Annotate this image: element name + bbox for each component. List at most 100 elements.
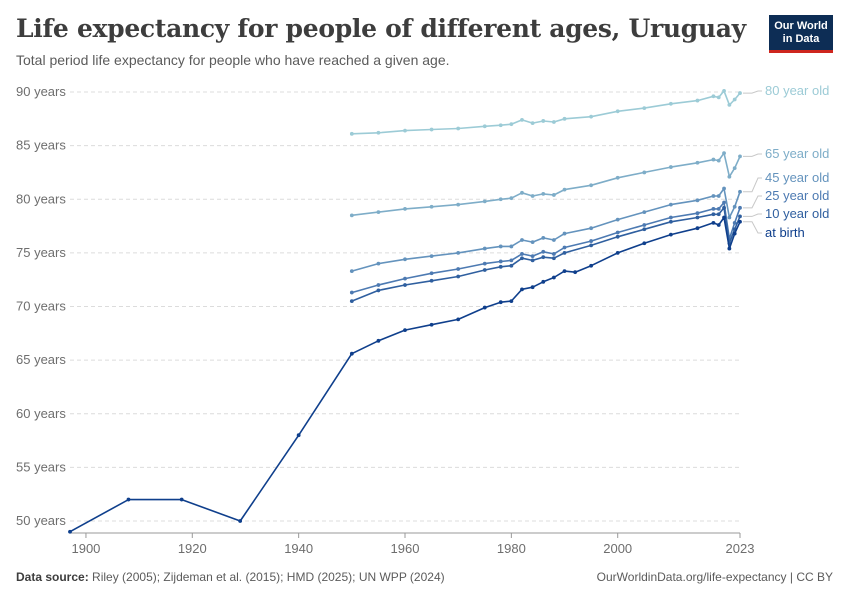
data-point[interactable] bbox=[562, 187, 567, 192]
data-point[interactable] bbox=[520, 117, 524, 122]
data-point[interactable] bbox=[695, 211, 700, 216]
source-url-link[interactable]: OurWorldinData.org/life-expectancy | CC … bbox=[596, 570, 833, 584]
data-point[interactable] bbox=[551, 252, 556, 256]
data-point[interactable] bbox=[498, 123, 503, 128]
data-point[interactable] bbox=[716, 223, 721, 227]
data-point[interactable] bbox=[642, 227, 647, 232]
data-point[interactable] bbox=[562, 116, 567, 121]
data-point[interactable] bbox=[615, 250, 620, 255]
data-point[interactable] bbox=[238, 519, 243, 523]
data-point[interactable] bbox=[727, 215, 732, 220]
data-point[interactable] bbox=[349, 269, 354, 274]
data-point[interactable] bbox=[541, 191, 546, 196]
data-point[interactable] bbox=[349, 213, 354, 218]
data-point[interactable] bbox=[722, 89, 726, 93]
data-point[interactable] bbox=[68, 529, 72, 534]
data-point[interactable] bbox=[642, 210, 647, 215]
data-point[interactable] bbox=[738, 219, 742, 224]
data-point[interactable] bbox=[376, 283, 381, 287]
data-point[interactable] bbox=[541, 279, 546, 284]
data-point[interactable] bbox=[668, 101, 673, 106]
data-point[interactable] bbox=[296, 433, 301, 438]
data-point[interactable] bbox=[403, 207, 407, 211]
data-point[interactable] bbox=[615, 234, 620, 239]
data-point[interactable] bbox=[551, 275, 556, 280]
data-point[interactable] bbox=[482, 305, 487, 310]
data-point[interactable] bbox=[551, 256, 556, 261]
data-point[interactable] bbox=[716, 207, 721, 211]
data-point[interactable] bbox=[509, 196, 514, 201]
data-point[interactable] bbox=[615, 109, 620, 114]
data-point[interactable] bbox=[429, 127, 434, 132]
series-line[interactable] bbox=[351, 201, 741, 294]
data-point[interactable] bbox=[711, 157, 716, 162]
series-line[interactable] bbox=[351, 187, 741, 272]
series-label[interactable]: at birth bbox=[765, 225, 805, 240]
data-point[interactable] bbox=[668, 232, 673, 237]
data-point[interactable] bbox=[520, 238, 524, 242]
data-point[interactable] bbox=[711, 212, 716, 217]
data-point[interactable] bbox=[727, 102, 732, 107]
series-label[interactable]: 10 year old bbox=[765, 206, 829, 221]
data-point[interactable] bbox=[551, 193, 556, 197]
data-point[interactable] bbox=[376, 288, 381, 293]
data-point[interactable] bbox=[429, 322, 434, 327]
data-point[interactable] bbox=[589, 114, 594, 119]
data-point[interactable] bbox=[738, 189, 742, 194]
data-point[interactable] bbox=[711, 220, 716, 225]
data-point[interactable] bbox=[456, 202, 461, 207]
data-point[interactable] bbox=[589, 239, 594, 243]
data-point[interactable] bbox=[520, 190, 524, 195]
data-point[interactable] bbox=[403, 128, 407, 133]
data-point[interactable] bbox=[456, 267, 461, 271]
data-point[interactable] bbox=[482, 268, 487, 272]
data-point[interactable] bbox=[722, 200, 726, 205]
data-point[interactable] bbox=[530, 254, 535, 258]
data-point[interactable] bbox=[541, 119, 546, 123]
data-point[interactable] bbox=[727, 174, 732, 179]
data-point[interactable] bbox=[509, 258, 514, 263]
data-point[interactable] bbox=[551, 120, 556, 124]
data-point[interactable] bbox=[589, 243, 594, 248]
data-point[interactable] bbox=[668, 215, 673, 220]
data-point[interactable] bbox=[642, 223, 647, 227]
data-point[interactable] bbox=[695, 160, 700, 165]
data-point[interactable] bbox=[179, 497, 184, 502]
data-point[interactable] bbox=[695, 226, 700, 231]
series-label[interactable]: 45 year old bbox=[765, 170, 829, 185]
data-point[interactable] bbox=[498, 197, 503, 202]
data-point[interactable] bbox=[541, 255, 546, 260]
data-point[interactable] bbox=[668, 219, 673, 224]
data-point[interactable] bbox=[668, 202, 673, 207]
data-point[interactable] bbox=[498, 300, 503, 305]
data-point[interactable] bbox=[541, 235, 546, 240]
data-point[interactable] bbox=[482, 246, 487, 251]
data-point[interactable] bbox=[429, 254, 434, 258]
data-point[interactable] bbox=[711, 194, 716, 198]
series-line[interactable] bbox=[69, 216, 741, 533]
data-point[interactable] bbox=[642, 106, 647, 110]
data-point[interactable] bbox=[732, 166, 737, 171]
data-point[interactable] bbox=[695, 198, 700, 203]
series-label[interactable]: 25 year old bbox=[765, 188, 829, 203]
data-point[interactable] bbox=[376, 261, 381, 266]
data-point[interactable] bbox=[732, 220, 737, 225]
data-point[interactable] bbox=[668, 165, 673, 169]
data-point[interactable] bbox=[716, 212, 721, 217]
data-point[interactable] bbox=[482, 124, 487, 129]
data-point[interactable] bbox=[456, 250, 461, 255]
data-point[interactable] bbox=[530, 194, 535, 198]
data-point[interactable] bbox=[738, 91, 742, 95]
data-point[interactable] bbox=[722, 215, 726, 220]
data-point[interactable] bbox=[541, 249, 546, 254]
series-line[interactable] bbox=[351, 90, 741, 135]
data-point[interactable] bbox=[615, 230, 620, 235]
data-point[interactable] bbox=[530, 121, 535, 126]
data-point[interactable] bbox=[562, 231, 567, 236]
data-point[interactable] bbox=[498, 244, 503, 249]
data-point[interactable] bbox=[429, 204, 434, 209]
series-label[interactable]: 65 year old bbox=[765, 146, 829, 161]
data-point[interactable] bbox=[403, 276, 407, 281]
data-point[interactable] bbox=[349, 299, 354, 304]
data-point[interactable] bbox=[738, 205, 742, 210]
